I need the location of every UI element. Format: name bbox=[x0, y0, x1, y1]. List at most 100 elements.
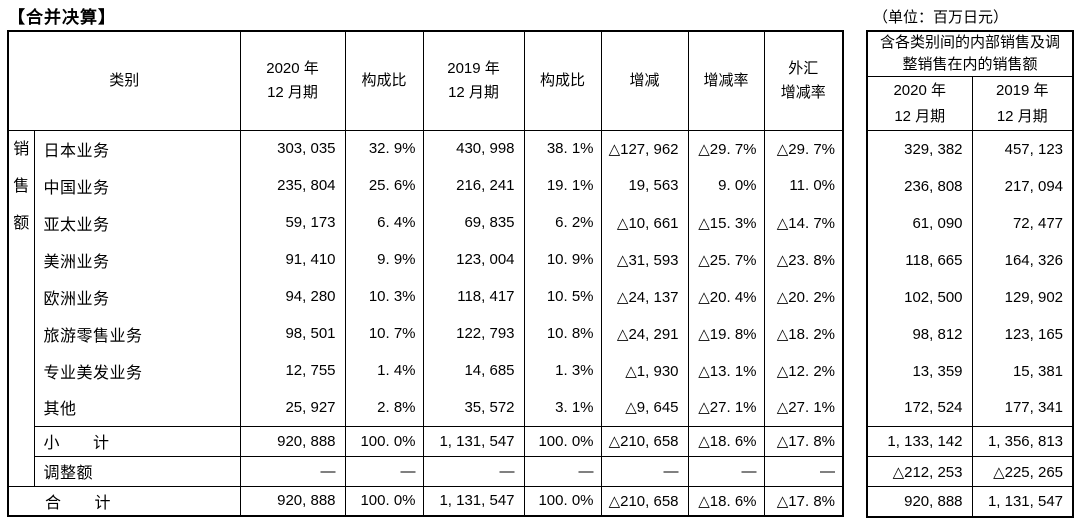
side-value-2020: 102, 500 bbox=[866, 278, 973, 316]
change-rate: △27. 1% bbox=[687, 389, 765, 426]
segment-label: 专业美发业务 bbox=[33, 352, 241, 389]
fx-change-rate: △20. 2% bbox=[763, 278, 844, 315]
column-header-ratio2020: 构成比 bbox=[344, 31, 424, 131]
side-subtotal-row: 1, 133, 142 1, 356, 813 bbox=[866, 426, 1074, 457]
side-value-2020: △212, 253 bbox=[866, 456, 973, 487]
value-2020: 12, 755 bbox=[239, 352, 346, 389]
side-value-2019: 164, 326 bbox=[971, 241, 1074, 279]
segment-label: 旅游零售业务 bbox=[33, 315, 241, 352]
ratio-2020: 2. 8% bbox=[344, 389, 424, 426]
side-value-2019: 217, 094 bbox=[971, 167, 1074, 205]
ratio-2020: — bbox=[344, 455, 424, 486]
side-row-professional-hair: 13, 359 15, 381 bbox=[866, 352, 1074, 390]
segment-row-europe: 欧洲业务 94, 280 10. 3% 118, 417 10. 5% △24,… bbox=[8, 278, 844, 315]
ratio-2019: 100. 0% bbox=[523, 425, 602, 456]
value-2020: 94, 280 bbox=[239, 278, 346, 315]
fx-change-rate: △17. 8% bbox=[763, 425, 844, 456]
ratio-2020: 100. 0% bbox=[344, 485, 424, 516]
change-rate: — bbox=[687, 455, 765, 486]
change-rate: △19. 8% bbox=[687, 315, 765, 352]
change-rate: △25. 7% bbox=[687, 241, 765, 278]
segment-label: 欧洲业务 bbox=[33, 278, 241, 315]
column-header-change-rate: 增减率 bbox=[687, 31, 765, 131]
ratio-2020: 10. 3% bbox=[344, 278, 424, 315]
ratio-2019: 19. 1% bbox=[523, 167, 602, 204]
fx-change-rate: △27. 1% bbox=[763, 389, 844, 426]
value-2019: 118, 417 bbox=[422, 278, 525, 315]
side-value-2019: 123, 165 bbox=[971, 315, 1074, 353]
segment-label: 其他 bbox=[33, 389, 241, 426]
side-value-2020: 172, 524 bbox=[866, 389, 973, 427]
side-value-2019: 177, 341 bbox=[971, 389, 1074, 427]
segment-row-apac: 亚太业务 59, 173 6. 4% 69, 835 6. 2% △10, 66… bbox=[8, 204, 844, 241]
value-2020: 98, 501 bbox=[239, 315, 346, 352]
fx-change-rate: △17. 8% bbox=[763, 485, 844, 516]
ratio-2020: 25. 6% bbox=[344, 167, 424, 204]
value-2020: 303, 035 bbox=[239, 130, 346, 167]
column-header-change: 增减 bbox=[600, 31, 689, 131]
side-value-2020: 236, 808 bbox=[866, 167, 973, 205]
consolidated-results-table: 类别 2020 年 12 月期 构成比 2019 年 12 月期 构成比 增减 … bbox=[7, 30, 845, 517]
ratio-2020: 100. 0% bbox=[344, 425, 424, 456]
ratio-2020: 32. 9% bbox=[344, 130, 424, 167]
segment-label: 日本业务 bbox=[33, 130, 241, 167]
ratio-2019: 100. 0% bbox=[523, 485, 602, 516]
change-rate: △18. 6% bbox=[687, 485, 765, 516]
side-value-2020: 98, 812 bbox=[866, 315, 973, 353]
ratio-2019: 10. 5% bbox=[523, 278, 602, 315]
segment-label: 亚太业务 bbox=[33, 204, 241, 241]
side-value-2019: △225, 265 bbox=[971, 456, 1074, 487]
side-value-2020: 920, 888 bbox=[866, 486, 973, 517]
change-value: △127, 962 bbox=[600, 130, 689, 167]
column-header-fy2019: 2019 年 12 月期 bbox=[422, 31, 525, 131]
side-value-2019: 15, 381 bbox=[971, 352, 1074, 390]
change-rate: △20. 4% bbox=[687, 278, 765, 315]
side-subheader-row: 2020 年 12 月期 2019 年 12 月期 bbox=[866, 76, 1074, 131]
side-value-2019: 457, 123 bbox=[971, 130, 1074, 168]
side-total-row: 920, 888 1, 131, 547 bbox=[866, 486, 1074, 517]
side-row-travel-retail: 98, 812 123, 165 bbox=[866, 315, 1074, 353]
change-value: △31, 593 bbox=[600, 241, 689, 278]
value-2020: 920, 888 bbox=[239, 485, 346, 516]
ratio-2019: 38. 1% bbox=[523, 130, 602, 167]
total-label: 合 计 bbox=[7, 485, 241, 516]
side-value-2020: 13, 359 bbox=[866, 352, 973, 390]
value-2019: — bbox=[422, 455, 525, 486]
side-adjustment-row: △212, 253 △225, 265 bbox=[866, 456, 1074, 487]
ratio-2019: — bbox=[523, 455, 602, 486]
value-2019: 1, 131, 547 bbox=[422, 425, 525, 456]
subtotal-label: 小 计 bbox=[33, 425, 241, 456]
segment-row-americas: 美洲业务 91, 410 9. 9% 123, 004 10. 9% △31, … bbox=[8, 241, 844, 278]
segment-row-travel-retail: 旅游零售业务 98, 501 10. 7% 122, 793 10. 8% △2… bbox=[8, 315, 844, 352]
adjustment-label: 调整额 bbox=[33, 455, 241, 486]
ratio-2019: 1. 3% bbox=[523, 352, 602, 389]
value-2020: 59, 173 bbox=[239, 204, 346, 241]
ratio-2020: 1. 4% bbox=[344, 352, 424, 389]
value-2020: — bbox=[239, 455, 346, 486]
side-row-europe: 102, 500 129, 902 bbox=[866, 278, 1074, 316]
column-header-ratio2019: 构成比 bbox=[523, 31, 602, 131]
subtotal-row: 小 计 920, 888 100. 0% 1, 131, 547 100. 0%… bbox=[8, 425, 844, 456]
change-rate: △15. 3% bbox=[687, 204, 765, 241]
side-row-china: 236, 808 217, 094 bbox=[866, 167, 1074, 205]
segment-row-professional-hair: 专业美发业务 12, 755 1. 4% 14, 685 1. 3% △1, 9… bbox=[8, 352, 844, 389]
ratio-2020: 6. 4% bbox=[344, 204, 424, 241]
ratio-2019: 10. 9% bbox=[523, 241, 602, 278]
fx-change-rate: △14. 7% bbox=[763, 204, 844, 241]
change-rate: △18. 6% bbox=[687, 425, 765, 456]
total-row: 合 计 920, 888 100. 0% 1, 131, 547 100. 0%… bbox=[7, 485, 844, 516]
column-header-fy2020: 2020 年 12 月期 bbox=[239, 31, 346, 131]
side-row-americas: 118, 665 164, 326 bbox=[866, 241, 1074, 279]
fx-change-rate: 11. 0% bbox=[763, 167, 844, 204]
side-table-header: 含各类别间的内部销售及调整销售在内的销售额 bbox=[866, 31, 1074, 77]
side-value-2020: 329, 382 bbox=[866, 130, 973, 168]
row-group-label-sales: 销售额 bbox=[7, 130, 35, 486]
fx-change-rate: △12. 2% bbox=[763, 352, 844, 389]
value-2019: 1, 131, 547 bbox=[422, 485, 525, 516]
side-header-row: 含各类别间的内部销售及调整销售在内的销售额 bbox=[866, 31, 1074, 77]
header-row: 类别 2020 年 12 月期 构成比 2019 年 12 月期 构成比 增减 … bbox=[7, 31, 844, 131]
change-value: △10, 661 bbox=[600, 204, 689, 241]
change-value: 19, 563 bbox=[600, 167, 689, 204]
value-2019: 35, 572 bbox=[422, 389, 525, 426]
